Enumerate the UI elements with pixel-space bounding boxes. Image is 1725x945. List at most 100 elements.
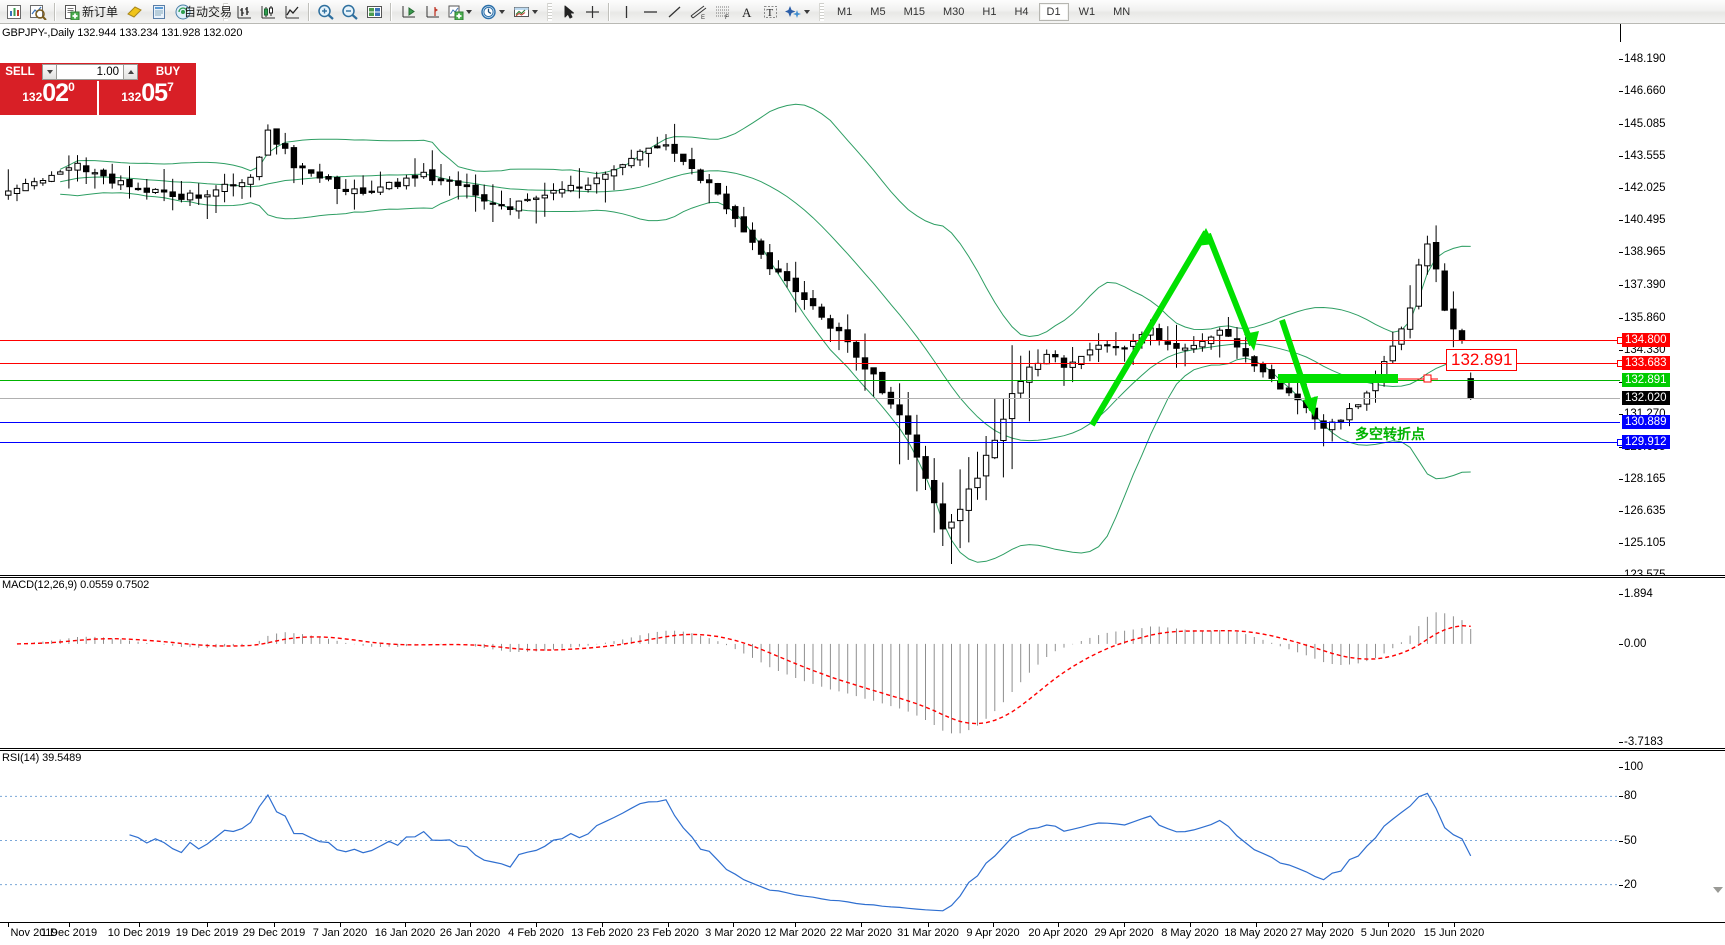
templates-icon[interactable] <box>511 1 542 22</box>
time-tickmark <box>1124 923 1125 927</box>
equidistant-channel-icon[interactable]: E <box>687 1 709 22</box>
trade-panel[interactable]: SELL 1.00 BUY 132 02 0 132 05 7 <box>0 63 196 115</box>
horizontal-line-icon[interactable] <box>639 1 661 22</box>
indicators-dropdown-caret[interactable] <box>466 9 473 14</box>
open-chart-icon[interactable] <box>27 1 49 22</box>
cursor-icon[interactable] <box>557 1 579 22</box>
trade-panel-controls[interactable]: SELL 1.00 BUY <box>0 63 196 81</box>
timeframe-h4[interactable]: H4 <box>1014 5 1029 18</box>
new-order-button[interactable]: 新订单 <box>61 1 122 22</box>
fibonacci-icon[interactable]: F <box>711 1 733 22</box>
timeframe-w1[interactable]: W1 <box>1078 5 1096 18</box>
candlestick-chart-icon[interactable] <box>257 1 279 22</box>
terminal-icon[interactable] <box>148 1 170 22</box>
timeframe-m30[interactable]: M30 <box>942 5 965 18</box>
rsi-pane[interactable]: RSI(14) 39.5489 <box>0 751 1725 922</box>
sell-price[interactable]: 132 02 0 <box>0 79 97 115</box>
time-tickmark <box>928 923 929 927</box>
buy-price[interactable]: 132 05 7 <box>97 79 196 115</box>
period-dropdown-caret[interactable] <box>499 9 506 14</box>
new-chart-icon[interactable] <box>3 1 25 22</box>
time-tick-label: 9 Apr 2020 <box>966 927 1020 939</box>
trendline-icon[interactable] <box>663 1 685 22</box>
macd-pane[interactable]: MACD(12,26,9) 0.0559 0.7502 <box>0 578 1725 748</box>
auto-trading-label: 自动交易 <box>184 5 233 19</box>
time-tickmark <box>1454 923 1455 927</box>
price-tag-support-2[interactable]: 129.912 <box>1622 435 1670 450</box>
level-line-resistance-2[interactable] <box>0 360 1624 368</box>
zoom-in-icon[interactable] <box>315 1 337 22</box>
period-icon[interactable] <box>478 1 509 22</box>
time-tickmark <box>207 923 208 927</box>
metaeditor-icon[interactable] <box>124 1 146 22</box>
timeframe-m5[interactable]: M5 <box>870 5 886 18</box>
price-tick: 135.860 <box>1619 311 1666 324</box>
level-line-target-level[interactable] <box>0 379 1620 381</box>
buy-price-prefix: 132 <box>121 90 142 104</box>
sell-price-main: 02 <box>42 79 69 107</box>
price-tick: 142.025 <box>1619 182 1666 195</box>
chart-shift-icon[interactable] <box>421 1 443 22</box>
market-icon[interactable]: 自动交易 <box>184 1 232 22</box>
volume-increase-button[interactable] <box>123 64 138 80</box>
toolbar-grip-2[interactable] <box>547 2 553 21</box>
shapes-dropdown-caret[interactable] <box>804 9 811 14</box>
turning-point-label[interactable]: 多空转折点 <box>1355 427 1425 443</box>
text-icon[interactable]: A <box>735 1 757 22</box>
shapes-icon[interactable] <box>783 1 814 22</box>
toolbar-separator-2 <box>308 2 311 21</box>
sell-button[interactable]: SELL <box>0 63 40 81</box>
time-axis[interactable]: Nov 2019 1 Dec 2019 10 Dec 2019 19 Dec 2019… <box>0 922 1725 945</box>
timeframe-m1[interactable]: M1 <box>837 5 853 18</box>
toolbar-grip[interactable] <box>223 2 229 21</box>
svg-text:F: F <box>725 15 729 20</box>
volume-stepper[interactable]: 1.00 <box>40 63 140 81</box>
timeframe-mn[interactable]: MN <box>1113 5 1131 18</box>
time-tickmark <box>69 923 70 927</box>
bar-chart-icon[interactable] <box>233 1 255 22</box>
zoom-out-icon[interactable] <box>339 1 361 22</box>
tile-windows-icon[interactable] <box>363 1 385 22</box>
buy-price-main: 05 <box>141 79 168 107</box>
scroll-down-arrow[interactable] <box>1713 887 1723 893</box>
svg-text:E: E <box>701 15 705 20</box>
time-tickmark <box>139 923 140 927</box>
line-chart-icon[interactable] <box>281 1 303 22</box>
text-label-icon[interactable]: T <box>759 1 781 22</box>
price-tick: 148.190 <box>1619 53 1666 65</box>
indicators-icon[interactable] <box>445 1 476 22</box>
buy-button[interactable]: BUY <box>140 63 196 81</box>
main-toolbar[interactable]: 新订单 自动交易 <box>0 0 1725 24</box>
time-tickmark <box>861 923 862 927</box>
rsi-label: RSI(14) 39.5489 <box>2 752 82 764</box>
volume-decrease-button[interactable] <box>42 64 57 80</box>
timeframe-h1[interactable]: H1 <box>982 5 997 18</box>
price-tick: 138.965 <box>1619 246 1666 259</box>
price-tag-target-level[interactable]: 132.891 <box>1622 372 1670 387</box>
level-line-resistance-1[interactable] <box>0 336 1624 344</box>
price-tag-support-1[interactable]: 130.889 <box>1622 414 1670 429</box>
price-pane[interactable] <box>0 42 1725 575</box>
macd-tick: 1.894 <box>1619 588 1653 600</box>
toolbar-grip-3[interactable] <box>819 2 825 21</box>
vertical-line-icon[interactable] <box>615 1 637 22</box>
rsi-tick: 20 <box>1619 878 1637 891</box>
crosshair-icon[interactable] <box>581 1 603 22</box>
signals-icon[interactable] <box>172 1 194 22</box>
timeframe-d1[interactable]: D1 <box>1038 2 1069 21</box>
chart-container[interactable]: GBPJPY-,Daily 132.944 133.234 131.928 13… <box>0 24 1725 922</box>
toolbar-separator <box>54 2 56 21</box>
price-axis[interactable]: 148.190 146.660 145.085 143.555 142.025 140.4… <box>0 42 1725 581</box>
level-line-support-1[interactable] <box>0 421 1620 423</box>
time-tick-label: 16 Jan 2020 <box>374 927 436 939</box>
timeframe-m15[interactable]: M15 <box>903 5 925 18</box>
price-tag-resistance-1[interactable]: 134.800 <box>1622 332 1670 347</box>
templates-dropdown-caret[interactable] <box>532 9 539 14</box>
price-callout[interactable]: 132.891 <box>1446 349 1518 371</box>
auto-scroll-icon[interactable] <box>397 1 419 22</box>
time-tick-label: 4 Feb 2020 <box>508 927 564 939</box>
price-tag-current-price[interactable]: 132.020 <box>1622 391 1670 405</box>
price-tag-resistance-2[interactable]: 133.683 <box>1622 356 1670 371</box>
volume-input[interactable]: 1.00 <box>57 64 123 80</box>
level-line-current-price[interactable] <box>0 398 1620 399</box>
